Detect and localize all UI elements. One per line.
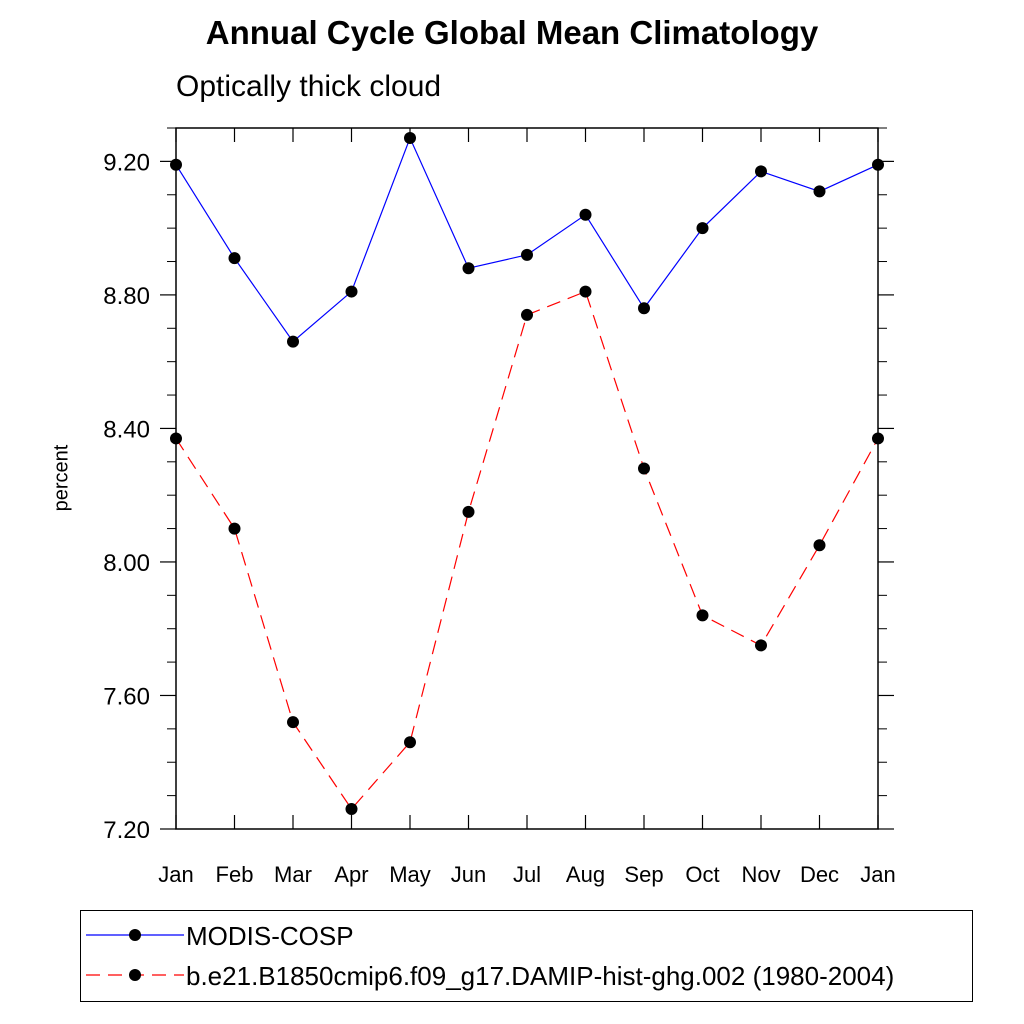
series-1-point	[755, 165, 767, 178]
y-tick-label: 7.20	[103, 817, 150, 844]
plot-frame	[175, 127, 879, 830]
series-2-point	[521, 308, 533, 321]
series-1-point	[170, 158, 182, 171]
series-2-point	[579, 285, 592, 298]
series-2-point	[462, 505, 475, 518]
series-2-point	[755, 639, 767, 652]
series-2-point	[813, 539, 826, 552]
series-2-point	[228, 522, 241, 535]
y-tick-label: 9.20	[103, 149, 150, 176]
series-2-point	[170, 432, 182, 445]
x-tick-label: Jun	[451, 862, 486, 887]
x-tick-label: Jan	[860, 862, 895, 887]
chart-title: Annual Cycle Global Mean Climatology	[205, 14, 819, 51]
x-tick-label: Apr	[334, 862, 368, 887]
series-1-point	[287, 335, 299, 348]
series-1-point	[872, 158, 884, 171]
series-1-point	[345, 285, 358, 298]
x-tick-label: Mar	[274, 862, 312, 887]
x-tick-label: Feb	[216, 862, 254, 887]
x-tick-label: Nov	[741, 862, 780, 887]
series-1-point	[813, 185, 826, 198]
series-1-point	[404, 132, 416, 145]
y-tick-label: 8.40	[103, 416, 150, 443]
legend: MODIS-COSP b.e21.B1850cmip6.f09_g17.DAMI…	[80, 910, 973, 1002]
x-tick-label: May	[389, 862, 431, 887]
series-1-point	[228, 252, 241, 265]
series-1-point	[638, 302, 650, 315]
series-1-point	[462, 262, 475, 275]
series-2-point	[872, 432, 884, 445]
series-1-point	[696, 222, 709, 235]
legend-marker-series-1	[129, 929, 141, 941]
series-2-point	[404, 736, 416, 749]
legend-label-series-2: b.e21.B1850cmip6.f09_g17.DAMIP-hist-ghg.…	[186, 961, 895, 991]
x-tick-label: Aug	[566, 862, 605, 887]
x-tick-label: Jul	[513, 862, 541, 887]
chart-subtitle: Optically thick cloud	[176, 70, 442, 103]
legend-label-series-1: MODIS-COSP	[186, 921, 354, 951]
series-line-2	[175, 290, 879, 810]
x-tick-label: Oct	[685, 862, 719, 887]
y-tick-label: 7.60	[103, 683, 150, 710]
y-tick-label: 8.80	[103, 283, 150, 310]
y-tick-label: 8.00	[103, 550, 150, 577]
series-2-point	[696, 609, 709, 622]
series-1-point	[579, 208, 592, 221]
series-1-point	[521, 248, 533, 261]
legend-marker-series-2	[129, 969, 141, 981]
series-2-point	[345, 802, 358, 815]
x-tick-label: Sep	[624, 862, 663, 887]
x-tick-label: Jan	[158, 862, 193, 887]
x-tick-label: Dec	[800, 862, 839, 887]
series-2-point	[638, 462, 650, 475]
series-2-point	[287, 716, 299, 729]
